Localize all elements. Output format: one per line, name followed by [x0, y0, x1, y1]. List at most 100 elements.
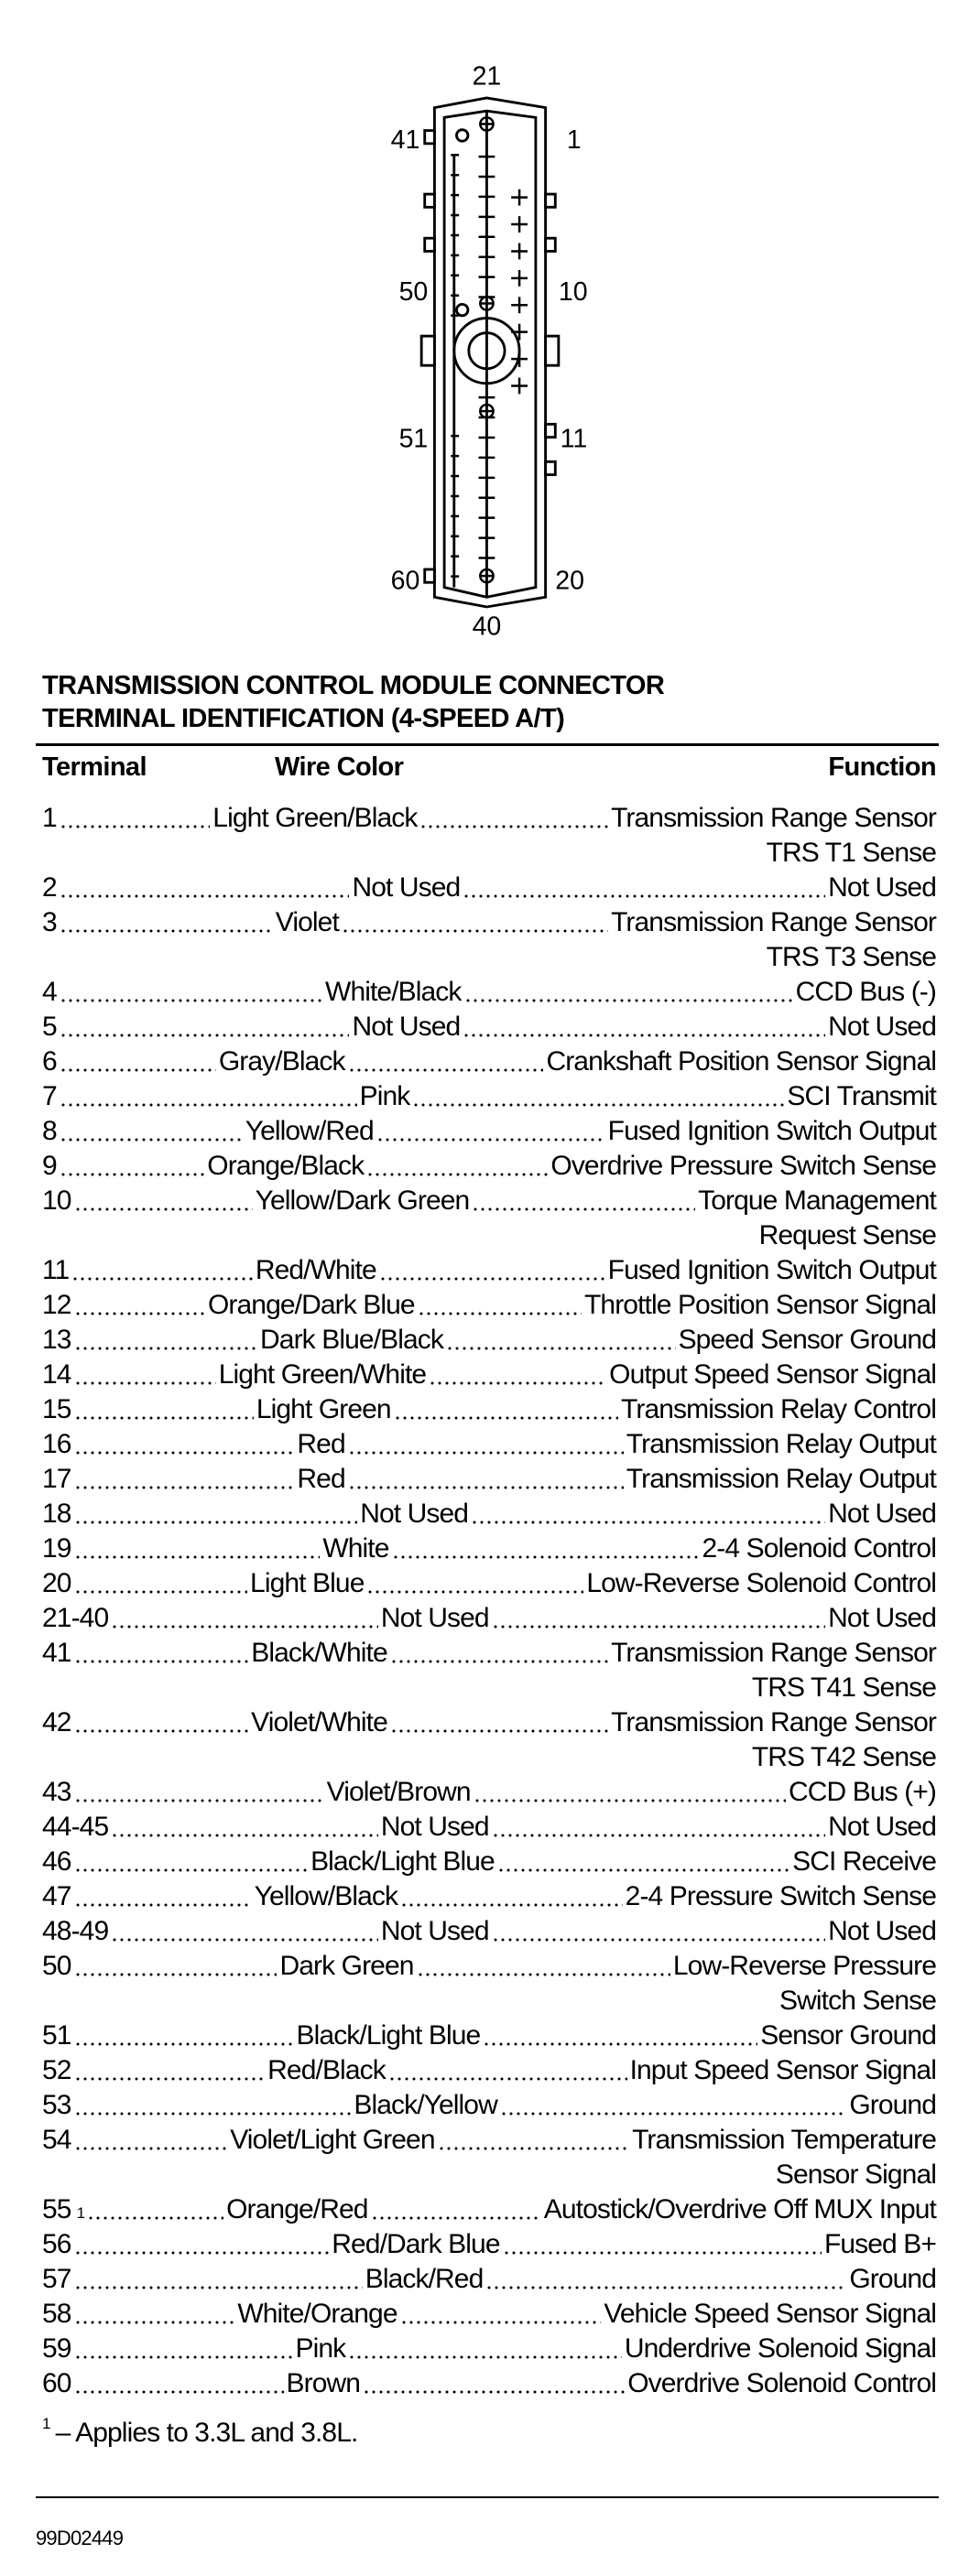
pin-label-50: 50 [399, 277, 429, 307]
dot-leader [347, 1044, 544, 1079]
dot-leader [73, 1705, 249, 1740]
dot-leader [73, 2123, 228, 2158]
dot-leader [502, 2227, 822, 2262]
terminal-number: 54 [42, 2125, 71, 2155]
function: CCD Bus (+) [789, 1777, 937, 1807]
latch-tab [544, 422, 557, 439]
function: Autostick/Overdrive Off MUX Input [543, 2194, 937, 2224]
pin-label-11: 11 [561, 424, 588, 453]
dot-leader [378, 1253, 605, 1288]
table-row: 51 Black/Light Blue Sensor Ground [42, 2019, 937, 2053]
terminal-number: 59 [42, 2333, 71, 2364]
dot-leader [387, 2053, 627, 2088]
terminal-number: 43 [42, 1777, 71, 1807]
footnote-ref: 1 [76, 2204, 85, 2222]
dot-leader [73, 2262, 363, 2297]
function: Not Used [828, 872, 937, 903]
table-row: 44-45 Not Used Not Used [42, 1810, 937, 1845]
function: Transmission Temperature [632, 2125, 937, 2155]
header-wire-color: Wire Color [275, 752, 404, 782]
terminal-number: 50 [42, 1951, 71, 1981]
dot-leader [59, 1114, 243, 1149]
dot-leader [370, 2192, 541, 2227]
table-row: 4 White/Black CCD Bus (-) [42, 975, 937, 1010]
latch-tab [544, 192, 557, 209]
wire-color: Not Used [352, 872, 461, 903]
table-row: 12 Orange/Dark Blue Throttle Position Sens… [42, 1288, 937, 1323]
wire-color: Yellow/Red [245, 1116, 375, 1146]
function: SCI Receive [792, 1846, 937, 1877]
dot-leader [463, 871, 826, 905]
dot-leader [400, 1879, 623, 1914]
dot-leader [59, 1079, 357, 1114]
terminal-number: 41 [42, 1638, 71, 1668]
dot-leader [73, 2227, 330, 2262]
dot-leader [412, 1079, 785, 1114]
dot-leader [73, 1497, 358, 1532]
terminal-number: 55 [42, 2194, 71, 2224]
function: Not Used [828, 1603, 937, 1633]
table-row: 42 Violet/White Transmission Range Sensor [42, 1705, 937, 1740]
function: Not Used [828, 1812, 937, 1842]
table-row: 17 Red Transmission Relay Output [42, 1462, 937, 1497]
function-continuation: TRS T41 Sense [751, 1672, 937, 1703]
terminal-number: 15 [42, 1394, 71, 1424]
function: 2-4 Solenoid Control [702, 1533, 936, 1564]
dot-leader [73, 1358, 216, 1392]
dot-leader [73, 1427, 295, 1462]
function: 2-4 Pressure Switch Sense [625, 1881, 937, 1911]
terminal-number: 16 [42, 1429, 71, 1459]
pin-label-60: 60 [391, 566, 420, 595]
wire-color: White [322, 1533, 389, 1564]
wire-color: Not Used [380, 1603, 490, 1633]
keyway-hole [455, 302, 470, 318]
function: Transmission Range Sensor [611, 1638, 937, 1668]
footnote: 1 – Applies to 3.3L and 3.8L. [42, 2415, 358, 2449]
dot-leader [73, 1392, 254, 1427]
terminal-number: 51 [42, 2020, 71, 2051]
dot-leader [347, 1427, 624, 1462]
dot-leader [59, 1149, 205, 1184]
wire-color: Violet/Light Green [230, 2125, 435, 2155]
function: Transmission Range Sensor [611, 803, 937, 833]
wire-color: Pink [359, 1081, 411, 1111]
dot-leader [366, 1566, 584, 1601]
terminal-number: 57 [42, 2264, 71, 2294]
function: Fused Ignition Switch Output [607, 1116, 937, 1146]
function: Output Speed Sensor Signal [609, 1359, 937, 1390]
dot-leader [347, 1462, 624, 1497]
dot-leader [73, 2088, 352, 2123]
dot-leader [463, 1010, 826, 1044]
wire-color: Dark Green [279, 1951, 414, 1981]
terminal-number: 14 [42, 1359, 71, 1390]
dot-leader [73, 1845, 309, 1879]
table-row: 11 Red/White Fused Ignition Switch Output [42, 1253, 937, 1288]
wire-color: Brown [286, 2368, 361, 2398]
latch-tab [419, 334, 436, 367]
connector-outer-shell [432, 96, 548, 609]
function: Ground [849, 2090, 937, 2120]
wire-color: Not Used [380, 1916, 490, 1946]
wire-color: Red/Dark Blue [332, 2229, 500, 2259]
footer-rule [36, 2496, 939, 2498]
dot-leader [59, 1010, 350, 1044]
latch-tab [544, 236, 557, 253]
pin-label-41: 41 [391, 125, 420, 155]
terminal-number: 18 [42, 1499, 71, 1529]
wire-color: Violet [275, 907, 340, 937]
function: Fused Ignition Switch Output [607, 1255, 937, 1285]
terminal-number: 11 [42, 1255, 70, 1285]
dot-leader [445, 1323, 676, 1358]
function-continuation: Request Sense [758, 1220, 937, 1250]
wire-color: Light Green [256, 1394, 392, 1424]
wire-color: Orange/Dark Blue [208, 1290, 416, 1320]
function: Fused B+ [823, 2229, 937, 2259]
terminal-number: 19 [42, 1533, 71, 1564]
table-row: 53 Black/Yellow Ground [42, 2088, 937, 2123]
function: Vehicle Speed Sensor Signal [604, 2299, 937, 2329]
dot-leader [73, 2297, 235, 2332]
dot-leader [73, 2053, 266, 2088]
title-line-2: TERMINAL IDENTIFICATION (4-SPEED A/T) [42, 704, 565, 733]
dot-leader [73, 1775, 324, 1810]
latch-tab [423, 236, 436, 253]
